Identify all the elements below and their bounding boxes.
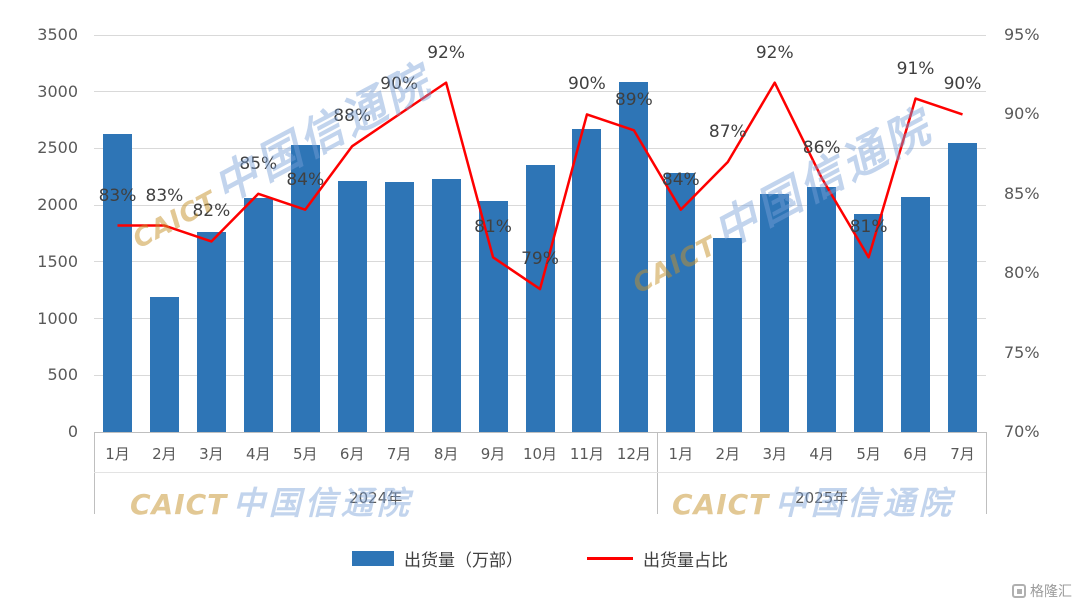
bar-6月-5 xyxy=(337,181,367,432)
bar-6月-17 xyxy=(901,197,931,432)
bar-7月-6 xyxy=(384,182,414,432)
line-data-label: 84% xyxy=(286,169,325,190)
y-axis-tick-right: 70% xyxy=(1004,422,1040,441)
bar-8月-7 xyxy=(431,179,461,432)
x-axis-month-label: 3月 xyxy=(199,445,224,463)
bar-2月-13 xyxy=(713,238,743,432)
bar-12月-11 xyxy=(619,81,649,432)
y-axis-tick-right: 90% xyxy=(1004,104,1040,124)
y-axis-tick-left: 1500 xyxy=(37,251,78,271)
line-data-label: 81% xyxy=(849,217,888,238)
bar-10月-9 xyxy=(525,165,555,432)
x-axis-month-label: 7月 xyxy=(950,445,975,463)
x-axis-month-label: 1月 xyxy=(668,445,694,463)
bar-1月-12 xyxy=(666,173,696,432)
x-axis-month-label: 4月 xyxy=(246,445,271,463)
gridline xyxy=(94,34,986,36)
y-axis-tick-left: 1000 xyxy=(37,308,78,328)
watermark-brand: CAICT xyxy=(672,488,770,521)
bar-4月-3 xyxy=(243,198,273,432)
bar-1月-0 xyxy=(102,133,132,432)
x-axis-month-label: 8月 xyxy=(433,445,459,463)
x-axis-month-label: 10月 xyxy=(522,445,558,463)
line-data-label: 91% xyxy=(896,58,935,79)
y-axis-tick-left: 3000 xyxy=(37,81,78,101)
legend-item-shipments: 出货量（万部） xyxy=(352,546,523,571)
line-data-label: 92% xyxy=(427,42,465,63)
axis-group-divider xyxy=(656,432,658,514)
line-data-label: 89% xyxy=(614,90,653,111)
bar-3月-2 xyxy=(196,232,226,432)
y-axis-tick-right: 75% xyxy=(1004,342,1040,362)
bar-3月-14 xyxy=(760,193,790,432)
y-axis-tick-left: 500 xyxy=(47,365,78,385)
bar-11月-10 xyxy=(572,129,602,432)
x-axis-month-label: 6月 xyxy=(903,445,928,463)
x-axis-year-label: 2024年 xyxy=(349,489,403,507)
gelonghui-logo: 格隆汇 xyxy=(1012,581,1072,601)
gridline xyxy=(94,91,986,93)
line-data-label: 92% xyxy=(755,42,794,63)
x-axis-year-label: 2025年 xyxy=(795,489,849,507)
legend-line-swatch xyxy=(587,557,633,560)
legend-item-share: 出货量占比 xyxy=(587,546,728,571)
line-data-label: 87% xyxy=(708,122,747,143)
x-axis-month-label: 2月 xyxy=(152,445,177,463)
x-axis-month-label: 4月 xyxy=(809,445,834,463)
y-axis-tick-right: 85% xyxy=(1004,183,1040,203)
line-data-label: 86% xyxy=(802,137,841,158)
legend: 出货量（万部） 出货量占比 xyxy=(0,546,1080,571)
x-axis-line xyxy=(94,431,986,433)
legend-line-label: 出货量占比 xyxy=(643,551,728,571)
axis-group-divider xyxy=(985,432,987,514)
bar-4月-15 xyxy=(807,186,837,432)
axis-separator xyxy=(94,471,986,473)
bar-2月-1 xyxy=(149,297,179,432)
x-axis-month-label: 3月 xyxy=(762,445,787,463)
x-axis-month-label: 11月 xyxy=(569,445,604,463)
line-data-label: 90% xyxy=(380,74,419,95)
watermark-brand: CAICT xyxy=(130,488,228,521)
y-axis-tick-left: 2000 xyxy=(37,195,78,215)
y-axis-tick-left: 3500 xyxy=(37,25,78,44)
gelonghui-logo-icon xyxy=(1012,584,1026,598)
axis-group-divider xyxy=(93,432,95,514)
y-axis-tick-left: 2500 xyxy=(37,138,78,158)
legend-bar-label: 出货量（万部） xyxy=(404,551,523,571)
x-axis-month-label: 1月 xyxy=(105,445,130,463)
x-axis-month-label: 5月 xyxy=(292,445,318,463)
x-axis-month-label: 2月 xyxy=(715,445,741,463)
bar-5月-16 xyxy=(854,214,884,432)
x-axis-month-label: 9月 xyxy=(480,445,506,463)
line-data-label: 82% xyxy=(192,201,231,222)
y-axis-tick-right: 95% xyxy=(1004,25,1040,44)
x-axis-month-label: 5月 xyxy=(856,445,881,463)
y-axis-tick-left: 0 xyxy=(67,422,78,441)
line-data-label: 79% xyxy=(521,249,559,270)
line-data-label: 88% xyxy=(333,106,372,127)
x-axis-month-label: 12月 xyxy=(616,445,651,463)
x-axis-month-label: 6月 xyxy=(339,445,365,463)
y-axis-tick-right: 80% xyxy=(1004,263,1040,283)
x-axis-month-label: 7月 xyxy=(386,445,412,463)
line-data-label: 84% xyxy=(661,169,700,190)
legend-bar-swatch xyxy=(352,551,394,566)
bar-7月-18 xyxy=(948,142,978,432)
line-data-label: 90% xyxy=(943,74,982,95)
line-data-label: 81% xyxy=(474,217,512,238)
gelonghui-logo-text: 格隆汇 xyxy=(1030,584,1072,600)
